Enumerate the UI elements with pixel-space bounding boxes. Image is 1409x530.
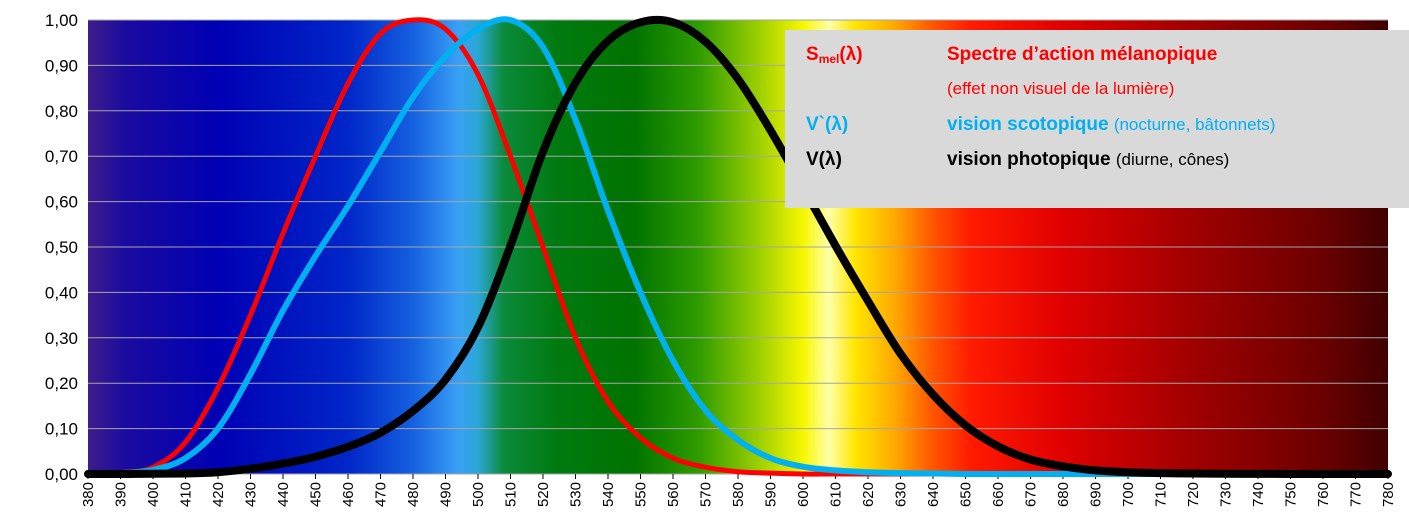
x-tick-label: 380 (80, 482, 97, 507)
y-tick-label: 0,80 (45, 102, 78, 121)
legend-symbol-smel-main: S (806, 44, 819, 65)
x-tick-label: 410 (178, 482, 195, 507)
legend-symbol-smel-sub: mel (818, 52, 840, 66)
x-tick-label: 650 (958, 482, 975, 507)
legend-label-photopic-normal: (diurne, cônes) (1115, 150, 1230, 169)
x-tick-label: 540 (600, 482, 617, 507)
x-tick-label: 530 (568, 482, 585, 507)
x-tick-label: 570 (698, 482, 715, 507)
x-tick-label: 750 (1283, 482, 1300, 507)
x-tick-label: 430 (243, 482, 260, 507)
x-tick-label: 470 (373, 482, 390, 507)
x-tick-label: 490 (438, 482, 455, 507)
legend-label-melanopic-bold: Spectre d’action mélanopique (947, 44, 1218, 65)
x-tick-label: 550 (633, 482, 650, 507)
legend-row-scotopic: V`(λ) vision scotopique (nocturne, bâton… (785, 114, 1409, 149)
x-tick-label: 560 (665, 482, 682, 507)
data-series (84, 15, 1392, 478)
legend-label-photopic-bold: vision photopique (947, 149, 1111, 170)
y-tick-label: 0,60 (45, 193, 78, 212)
x-tick-label: 680 (1055, 482, 1072, 507)
x-tick-label: 580 (730, 482, 747, 507)
x-tick-label: 500 (470, 482, 487, 507)
x-tick-label: 770 (1348, 482, 1365, 507)
series-line-vphot (84, 15, 1392, 478)
x-tick-label: 780 (1380, 482, 1397, 507)
y-tick-label: 0,20 (45, 374, 78, 393)
legend-label-photopic: vision photopique (diurne, cônes) (947, 149, 1229, 171)
x-tick-label: 460 (340, 482, 357, 507)
y-tick-label: 0,40 (45, 283, 78, 302)
y-tick-label: 0,10 (45, 420, 78, 439)
x-tick-label: 520 (535, 482, 552, 507)
x-tick-label: 630 (893, 482, 910, 507)
y-tick-label: 0,70 (45, 147, 78, 166)
y-tick-label: 0,50 (45, 238, 78, 257)
x-tick-label: 700 (1120, 482, 1137, 507)
x-tick-label: 730 (1218, 482, 1235, 507)
x-tick-label: 660 (990, 482, 1007, 507)
legend-label-melanopic: Spectre d’action mélanopique (947, 44, 1217, 66)
legend-symbol-smel: Smel(λ) (806, 44, 863, 66)
y-tick-label: 0,90 (45, 56, 78, 75)
x-tick-label: 720 (1185, 482, 1202, 507)
legend-symbol-vscot: V`(λ) (806, 114, 849, 135)
x-tick-label: 590 (763, 482, 780, 507)
legend-row-melanopic: Smel(λ) Spectre d’action mélanopique (785, 44, 1409, 79)
y-tick-label: 1,00 (45, 11, 78, 30)
legend-symbol-vphot: V(λ) (806, 149, 842, 170)
x-tick-label: 620 (860, 482, 877, 507)
x-tick-label: 600 (795, 482, 812, 507)
x-tick-label: 440 (275, 482, 292, 507)
x-tick-label: 710 (1153, 482, 1170, 507)
x-tick-label: 610 (828, 482, 845, 507)
x-tick-label: 690 (1088, 482, 1105, 507)
legend-note-melanopic: (effet non visuel de la lumière) (947, 79, 1175, 98)
y-tick-label: 0,00 (45, 465, 78, 484)
y-tick-label: 0,30 (45, 329, 78, 348)
legend-label-scotopic-normal: (nocturne, bâtonnets) (1113, 115, 1276, 134)
x-tick-label: 450 (308, 482, 325, 507)
legend-row-photopic: V(λ) vision photopique (diurne, cônes) (785, 149, 1409, 184)
x-tick-label: 390 (113, 482, 130, 507)
x-tick-label: 400 (145, 482, 162, 507)
legend-row-melanopic-note: (effet non visuel de la lumière) (785, 79, 1409, 114)
y-axis-ticks: 0,00 0,10 0,20 0,30 0,40 0,50 0,60 0,70 0,80 0,90… (45, 11, 78, 484)
legend-symbol-smel-tail: (λ) (839, 44, 863, 65)
x-tick-label: 480 (405, 482, 422, 507)
x-tick-label: 510 (503, 482, 520, 507)
x-tick-label: 740 (1250, 482, 1267, 507)
x-tick-label: 420 (210, 482, 227, 507)
legend: Smel(λ) Spectre d’action mélanopique (ef… (785, 30, 1409, 208)
x-tick-label: 670 (1023, 482, 1040, 507)
x-tick-label: 760 (1315, 482, 1332, 507)
x-axis-ticks: 380 390 400 410 420 430 440 450 460 470 480 490 500 5… (80, 474, 1397, 507)
x-tick-label: 640 (925, 482, 942, 507)
legend-label-scotopic-bold: vision scotopique (947, 114, 1109, 135)
legend-label-scotopic: vision scotopique (nocturne, bâtonnets) (947, 114, 1275, 136)
